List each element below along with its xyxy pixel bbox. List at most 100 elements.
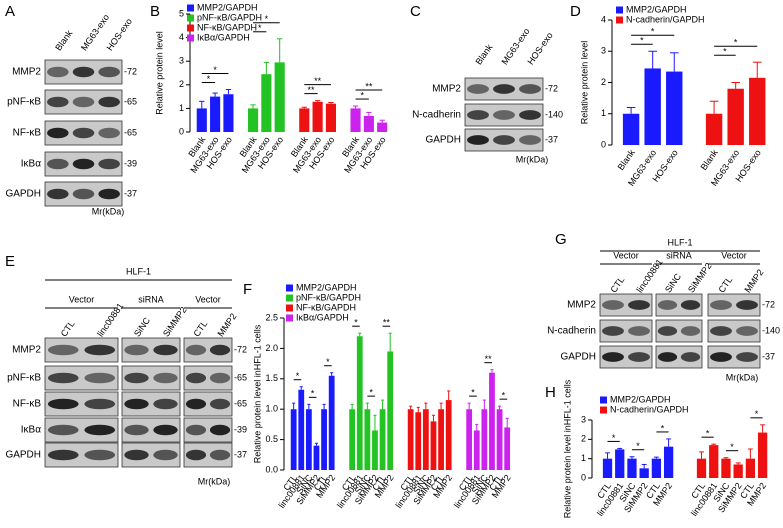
lane-label: SiMMP2 <box>161 305 189 339</box>
significance-label: * <box>502 391 506 401</box>
blot-strip <box>655 293 703 317</box>
band <box>47 449 79 461</box>
bar <box>481 409 488 470</box>
lane-label: MMP2 <box>742 267 765 294</box>
mw-label: -39 <box>124 158 137 168</box>
lane-label: Blank <box>53 28 74 53</box>
legend-label: N-cadherin/GAPDH <box>610 404 689 414</box>
significance-label: * <box>296 371 300 381</box>
bar <box>473 430 480 470</box>
legend-label: pNF-κB/GAPDH <box>296 292 361 302</box>
y-tick-label: 4 <box>179 32 184 42</box>
protein-label: NF-κB <box>13 399 42 410</box>
bar <box>430 421 437 470</box>
x-tick-label: Blank <box>699 147 720 172</box>
bar <box>504 427 511 470</box>
bar <box>709 445 719 478</box>
band <box>185 344 207 356</box>
band <box>493 84 515 94</box>
bar <box>696 458 707 478</box>
legend-swatch <box>616 16 623 24</box>
band <box>47 188 69 200</box>
band <box>680 326 701 336</box>
bar <box>721 458 731 478</box>
band <box>519 110 541 120</box>
band <box>493 110 515 120</box>
y-tick-label: 0 <box>581 472 586 482</box>
mw-label: -140 <box>762 325 780 335</box>
lane-label: HOS-exo <box>525 30 554 66</box>
bar <box>615 449 625 478</box>
mw-unit: Mr(kDa) <box>92 206 125 216</box>
y-tick-label: 0 <box>179 126 184 136</box>
protein-label: pNF-κB <box>7 97 41 108</box>
legend-swatch <box>187 34 194 42</box>
legend-label: NF-κB/GAPDH <box>296 302 356 312</box>
bar <box>321 409 327 470</box>
significance-label: * <box>661 423 665 433</box>
y-tick-label: 5 <box>179 8 184 18</box>
lane-label: MMP2 <box>215 311 238 338</box>
y-axis-label: Relative protein level inHFL-1 cells <box>562 379 572 518</box>
significance-label: * <box>640 36 644 46</box>
protein-label: N-cadherin <box>547 326 596 337</box>
y-tick-label: 1 <box>179 103 184 113</box>
bar <box>356 336 363 470</box>
band <box>124 424 149 436</box>
y-tick-label: 1.5 <box>265 373 278 383</box>
band <box>47 127 69 139</box>
bar <box>328 375 335 470</box>
legend-swatch <box>187 24 194 32</box>
significance-label: ** <box>365 81 373 91</box>
band <box>519 135 541 145</box>
bar <box>745 458 756 478</box>
y-tick-label: 2 <box>179 79 184 89</box>
band <box>72 127 95 139</box>
y-tick-label: 1.0 <box>265 404 278 414</box>
y-axis-label: Relative protein level <box>579 41 589 125</box>
bar <box>223 94 234 132</box>
significance-label: * <box>636 441 640 451</box>
band <box>602 300 624 310</box>
band <box>680 300 701 310</box>
significance-label: * <box>612 433 616 443</box>
bar <box>247 108 259 132</box>
cell-line: HLF-1 <box>667 237 692 247</box>
protein-label: MMP2 <box>567 300 596 311</box>
band <box>72 66 95 78</box>
bar <box>210 96 221 132</box>
blot-strip <box>707 319 761 343</box>
legend-swatch <box>600 406 607 414</box>
band <box>657 326 678 336</box>
legend-swatch <box>187 4 194 12</box>
legend-swatch <box>616 6 623 14</box>
blot-strip <box>655 345 703 369</box>
bar <box>705 113 723 145</box>
band <box>98 158 120 170</box>
band <box>493 135 515 145</box>
panel-label: H <box>545 384 556 401</box>
band <box>153 372 178 384</box>
protein-label: GAPDH <box>5 189 41 200</box>
band <box>736 352 758 362</box>
bar <box>666 71 683 145</box>
band <box>209 449 231 461</box>
band <box>467 135 489 145</box>
band <box>209 372 231 384</box>
y-tick-label: 3 <box>179 56 184 66</box>
band <box>710 352 732 362</box>
lane-label: CTL <box>191 319 209 339</box>
protein-label: GAPDH <box>425 135 461 146</box>
significance-label: * <box>471 387 475 397</box>
y-tick-label: 2.0 <box>265 343 278 353</box>
panel-label: G <box>555 231 567 248</box>
band <box>84 344 116 356</box>
y-tick-label: 1 <box>581 453 586 463</box>
mw-label: -37 <box>234 449 247 459</box>
band <box>47 96 69 108</box>
legend-label: IκBα/GAPDH <box>296 312 349 322</box>
significance-label: * <box>311 389 315 399</box>
band <box>467 84 489 94</box>
bar <box>261 74 272 132</box>
